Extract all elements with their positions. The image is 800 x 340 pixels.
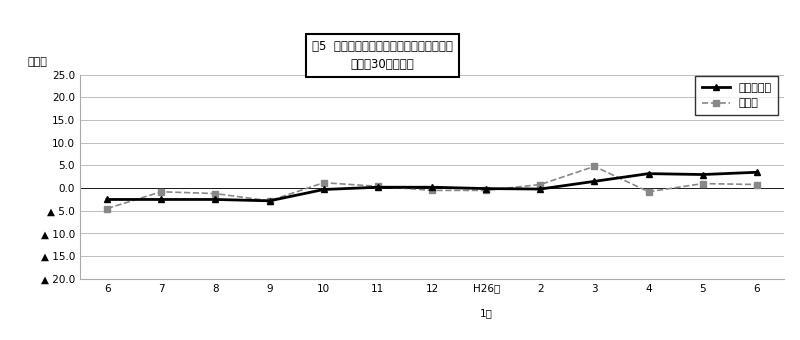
Text: 1月: 1月	[480, 308, 493, 318]
Text: （％）: （％）	[27, 57, 47, 67]
Legend: 調査産業計, 製造業: 調査産業計, 製造業	[695, 76, 778, 115]
Text: 図5  常用労働者数の推移（対前年同月比）
－規模30人以上－: 図5 常用労働者数の推移（対前年同月比） －規模30人以上－	[312, 40, 453, 71]
